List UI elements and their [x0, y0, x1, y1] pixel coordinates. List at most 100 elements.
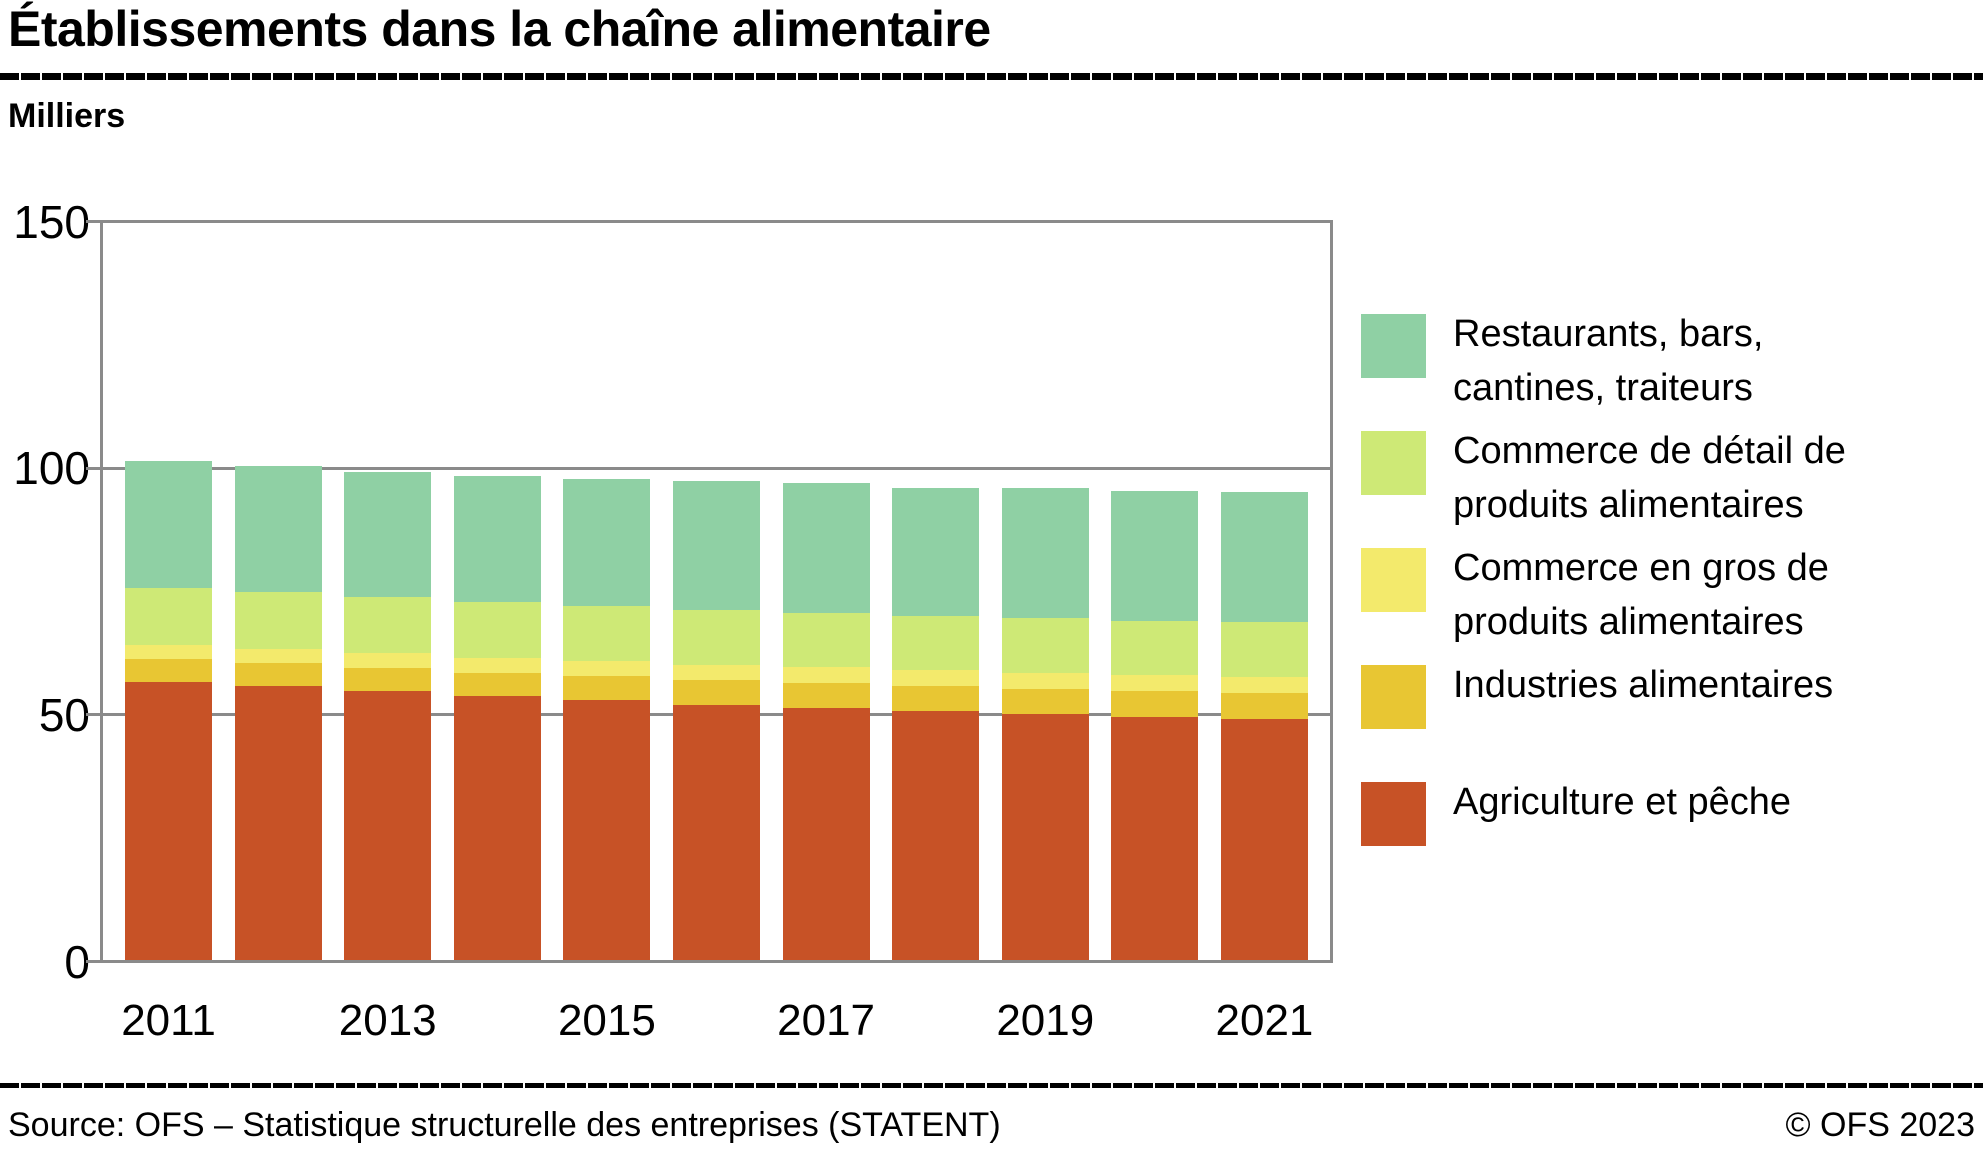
- bar-segment: [234, 662, 322, 686]
- legend-label-line: Commerce de détail de: [1453, 430, 1846, 472]
- bar-segment: [563, 605, 651, 661]
- legend-label-line: Commerce en gros de: [1453, 547, 1829, 589]
- bar-segment: [344, 597, 432, 654]
- legend-swatch: [1361, 314, 1426, 378]
- x-tick-label: 2013: [338, 996, 437, 1045]
- bar-segment: [1111, 717, 1199, 960]
- bar-segment: [563, 660, 651, 677]
- bar-segment: [892, 685, 980, 711]
- bar-segment: [125, 645, 212, 660]
- bar-segment: [892, 488, 980, 617]
- plot-area: [100, 220, 1333, 963]
- legend-label: Commerce en gros de produits alimentaires: [1453, 541, 1829, 649]
- y-tick-label: 50: [38, 688, 90, 741]
- y-tick-label: 150: [13, 195, 90, 248]
- legend-label: Industries alimentaires: [1453, 658, 1833, 712]
- x-slot: 2019: [996, 996, 1094, 1048]
- bar-segment: [563, 676, 651, 701]
- bar-segment: [1220, 693, 1308, 720]
- bar-segment: [563, 478, 651, 606]
- legend-item: Commerce de détail de produits alimentair…: [1361, 430, 1846, 532]
- bar-segment: [125, 659, 212, 682]
- bar-segment: [782, 707, 870, 960]
- bar-2015: [563, 478, 651, 960]
- bar-segment: [1001, 618, 1089, 673]
- y-tick-label: 0: [64, 935, 90, 988]
- legend-swatch: [1361, 665, 1426, 729]
- bar-segment: [453, 696, 541, 960]
- bar-2017: [782, 483, 870, 960]
- x-slot: [673, 996, 760, 1048]
- legend-swatch: [1361, 782, 1426, 846]
- legend-label-line: produits alimentaires: [1453, 484, 1804, 526]
- y-tick-mark: [86, 466, 100, 470]
- bar-2012: [234, 465, 322, 960]
- legend-label-line: cantines, traiteurs: [1453, 367, 1753, 409]
- bar-segment: [892, 710, 980, 960]
- bar-segment: [1220, 622, 1308, 677]
- bar-segment: [1111, 691, 1199, 718]
- legend-label: Agriculture et pêche: [1453, 775, 1791, 829]
- bar-segment: [1111, 490, 1199, 622]
- bar-2013: [344, 472, 432, 960]
- legend: Restaurants, bars, cantines, traiteurs Com…: [1361, 0, 1971, 1161]
- y-tick-mark: [86, 960, 100, 963]
- x-slot: [454, 996, 541, 1048]
- bar-segment: [782, 682, 870, 708]
- bar-segment: [125, 461, 212, 588]
- legend-label-line: Agriculture et pêche: [1453, 781, 1791, 823]
- bar-segment: [672, 704, 760, 960]
- x-slot: 2011: [121, 996, 216, 1048]
- bar-segment: [1111, 621, 1199, 676]
- bar-segment: [234, 648, 322, 663]
- bar-segment: [672, 664, 760, 680]
- x-slot: 2017: [777, 996, 875, 1048]
- bar-segment: [1220, 491, 1308, 623]
- bar-segment: [892, 670, 980, 686]
- bar-segment: [234, 592, 322, 649]
- legend-item: Restaurants, bars, cantines, traiteurs: [1361, 313, 1763, 415]
- bar-segment: [1001, 688, 1089, 715]
- bar-2018: [892, 488, 980, 960]
- x-tick-label: 2021: [1215, 996, 1314, 1045]
- bar-segment: [125, 681, 212, 960]
- legend-label-line: Restaurants, bars,: [1453, 313, 1764, 355]
- legend-item: Agriculture et pêche: [1361, 781, 1791, 846]
- bar-segment: [234, 465, 322, 593]
- legend-label: Commerce de détail de produits alimentair…: [1453, 424, 1846, 532]
- x-tick-label: 2015: [557, 996, 656, 1045]
- bar-segment: [344, 691, 432, 960]
- x-tick-label: 2017: [777, 996, 876, 1045]
- bar-2014: [453, 475, 541, 960]
- bar-segment: [125, 587, 212, 646]
- legend-swatch: [1361, 548, 1426, 612]
- x-tick-label: 2011: [121, 996, 216, 1045]
- y-tick-mark: [86, 713, 100, 717]
- bar-segment: [672, 481, 760, 610]
- chart-title: Établissements dans la chaîne alimentair…: [8, 1, 991, 57]
- bar-segment: [672, 609, 760, 665]
- footer-divider: [0, 1083, 1983, 1088]
- bar-2020: [1111, 490, 1199, 960]
- x-tick-label: 2019: [996, 996, 1095, 1045]
- unit-label: Milliers: [8, 97, 126, 135]
- legend-label-line: produits alimentaires: [1453, 601, 1804, 643]
- bar-2021: [1220, 491, 1308, 960]
- legend-swatch: [1361, 431, 1426, 495]
- bar-segment: [892, 616, 980, 671]
- bar-segment: [672, 679, 760, 705]
- gridline-100: [103, 467, 1330, 471]
- bar-segment: [234, 685, 322, 960]
- x-slot: [235, 996, 322, 1048]
- bar-segment: [1111, 675, 1199, 692]
- bar-segment: [1220, 676, 1308, 694]
- x-axis: 2011 2013 2015 2017 2019 2021: [100, 996, 1333, 1048]
- bar-2019: [1001, 487, 1089, 960]
- y-tick-mark: [86, 220, 100, 223]
- bar-segment: [782, 612, 870, 668]
- bar-segment: [453, 602, 541, 658]
- bar-segment: [344, 653, 432, 669]
- bar-segment: [453, 475, 541, 603]
- legend-item: Industries alimentaires: [1361, 664, 1833, 729]
